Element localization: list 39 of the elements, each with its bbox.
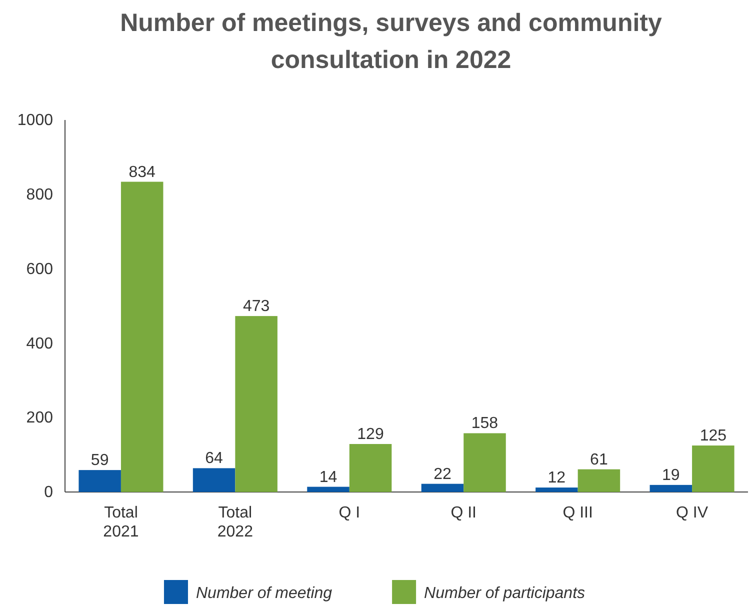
data-label: 64 — [205, 450, 224, 468]
data-label: 473 — [242, 298, 270, 316]
data-label: 129 — [357, 426, 384, 444]
x-tick-label: Q III — [562, 504, 593, 522]
x-tick-label: Total 2022 — [217, 504, 254, 541]
bar — [120, 182, 164, 492]
data-label: 22 — [434, 466, 452, 483]
data-label: 61 — [590, 451, 608, 468]
y-tick-label: 1000 — [17, 112, 54, 130]
bar — [235, 316, 278, 492]
x-tick-label: Q I — [338, 504, 360, 522]
bar — [578, 469, 620, 492]
data-label: 834 — [128, 164, 156, 181]
bar — [349, 444, 392, 492]
data-label: 14 — [319, 468, 338, 486]
bar — [78, 470, 121, 492]
y-tick-label: 200 — [26, 410, 54, 427]
bar — [692, 446, 734, 492]
bar — [650, 484, 692, 492]
chart-title: Number of meetings, surveys and community consultation in 2022 — [120, 9, 662, 74]
legend-label: Number of meeting — [196, 585, 332, 602]
x-tick-label: Q II — [450, 504, 476, 522]
y-tick-label: 600 — [26, 260, 54, 278]
y-tick-label: 0 — [44, 484, 54, 502]
x-tick-label: Q IV — [676, 504, 708, 522]
legend-label: Number of participants — [424, 585, 586, 602]
data-label: 59 — [90, 452, 109, 470]
y-tick-label: 800 — [26, 186, 54, 204]
data-label: 12 — [548, 470, 566, 487]
y-tick-label: 400 — [26, 335, 54, 352]
bar — [307, 486, 350, 492]
bar — [536, 488, 578, 492]
bar — [192, 468, 236, 492]
bar — [421, 484, 464, 492]
data-label: 19 — [662, 466, 680, 484]
data-label: 125 — [700, 428, 727, 444]
data-label: 158 — [471, 415, 498, 432]
bar — [464, 433, 506, 492]
x-tick-label: Total 2021 — [103, 504, 139, 541]
